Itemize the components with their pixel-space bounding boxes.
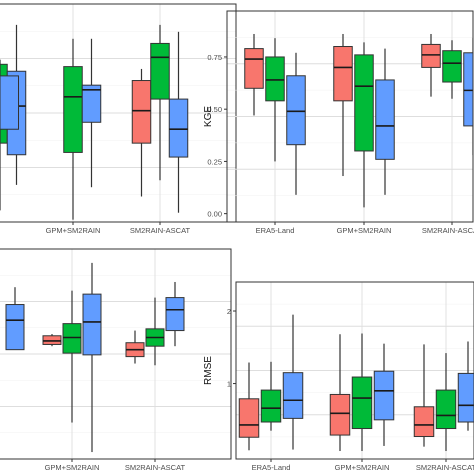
x-tick-label: SM2RAIN-ASCAT — [130, 226, 191, 235]
plot-area — [236, 282, 474, 459]
panel-bottom-right: 1 2 ERA5-Land GPM+SM2RAIN SM2RAIN-ASCAT RMSE — [203, 281, 474, 472]
box-bottom-left-s2-c2 — [165, 281, 185, 347]
box-body — [42, 335, 62, 345]
y-tick-label: 0.50 — [207, 105, 222, 114]
panel-top-left: GPM+SM2RAIN SM2RAIN-ASCAT — [0, 3, 237, 235]
panel-border — [0, 3, 237, 223]
box-bottom-right-s2-c2 — [457, 341, 474, 431]
box-bottom-right-s0-c2 — [413, 344, 435, 447]
box-body — [413, 406, 435, 438]
box-top-right-s1-c0 — [265, 38, 285, 162]
panel-border — [0, 248, 232, 460]
box-body — [351, 376, 373, 430]
y-tick-label: 0.75 — [207, 53, 222, 62]
box-bottom-right-s2-c1 — [373, 343, 395, 446]
panel-bottom-left: GPM+SM2RAIN SM2RAIN-ASCAT — [0, 248, 232, 472]
box-bottom-left-s0-c2 — [125, 330, 145, 364]
box-body — [260, 389, 282, 423]
box-bottom-right-s2-c0 — [282, 314, 304, 450]
y-axis-title: RMSE — [203, 356, 214, 385]
box-body — [63, 66, 83, 153]
x-tick-label: GPM+SM2RAIN — [45, 463, 100, 472]
box-body — [333, 46, 353, 102]
plot-area — [227, 11, 473, 222]
y-tick-label: 0.25 — [207, 157, 222, 166]
box-body — [244, 48, 264, 89]
y-axis-title: KGE — [203, 106, 214, 127]
box-body — [165, 297, 185, 332]
box-body — [442, 50, 462, 83]
box-body — [131, 80, 152, 144]
box-top-left-s0-c2 — [131, 68, 152, 197]
box-body — [150, 42, 170, 100]
x-tick-label: GPM+SM2RAIN — [46, 226, 101, 235]
y-tick-label: 0.00 — [207, 210, 222, 219]
y-tick-label: 1 — [227, 380, 231, 389]
box-bottom-right-s0-c0 — [238, 362, 260, 451]
panel-border — [226, 10, 474, 223]
box-body — [81, 84, 102, 123]
box-body — [329, 393, 351, 436]
box-body — [286, 75, 306, 146]
box-body — [375, 79, 395, 160]
box-body — [373, 370, 395, 421]
x-tick-label: GPM+SM2RAIN — [335, 463, 390, 472]
box-body — [0, 75, 19, 130]
plot-area — [0, 4, 236, 222]
box-bottom-left-s2-c1 — [82, 262, 102, 453]
x-tick-label: GPM+SM2RAIN — [337, 226, 392, 235]
box-top-left-s1-c2 — [150, 24, 170, 181]
x-tick-label: ERA5-Land — [256, 226, 295, 235]
y-tick-label: 2 — [227, 307, 231, 316]
box-top-right-s0-c2 — [421, 33, 441, 97]
box-top-right-s2-c2 — [463, 38, 473, 156]
box-top-right-s1-c1 — [354, 42, 374, 208]
box-body — [62, 323, 82, 354]
box-top-left-s2-c3 — [0, 59, 19, 211]
box-bottom-right-s1-c0 — [260, 361, 282, 431]
panel-top-right: 0.00 0.25 0.50 0.75 ERA5-Land GPM+SM2RAIN SM2R… — [203, 10, 474, 235]
box-top-left-s2-c1 — [81, 38, 102, 188]
box-top-right-s1-c2 — [442, 40, 462, 99]
box-body — [168, 98, 189, 158]
box-body — [82, 293, 102, 356]
box-top-right-s2-c1 — [375, 48, 395, 195]
box-body — [5, 304, 25, 351]
box-body — [463, 52, 473, 127]
box-top-right-s2-c0 — [286, 52, 306, 195]
box-bottom-left-s1-c2 — [145, 297, 165, 366]
plot-area — [0, 249, 231, 459]
box-body — [354, 54, 374, 152]
x-tick-label: SM2RAIN-ASCAT — [422, 226, 474, 235]
box-bottom-left-s1-c1 — [62, 290, 82, 423]
box-body — [282, 372, 304, 419]
box-top-right-s0-c1 — [333, 33, 353, 177]
box-bottom-right-s0-c1 — [329, 334, 351, 452]
box-body — [238, 398, 260, 438]
box-body — [421, 43, 441, 68]
x-tick-label: SM2RAIN-ASCAT — [416, 463, 474, 472]
box-body — [435, 389, 457, 430]
panel-border — [235, 281, 474, 460]
x-tick-label: SM2RAIN-ASCAT — [125, 463, 186, 472]
box-bottom-right-s1-c1 — [351, 333, 373, 452]
box-bottom-left-s2-c0 — [5, 287, 25, 351]
box-top-left-s2-c2 — [168, 31, 189, 213]
box-bottom-right-s1-c2 — [435, 353, 457, 452]
x-tick-label: ERA5-Land — [252, 463, 291, 472]
box-top-right-s0-c0 — [244, 33, 264, 116]
box-body — [457, 372, 474, 423]
box-body — [265, 56, 285, 102]
box-bottom-left-s0-c1 — [42, 334, 62, 347]
